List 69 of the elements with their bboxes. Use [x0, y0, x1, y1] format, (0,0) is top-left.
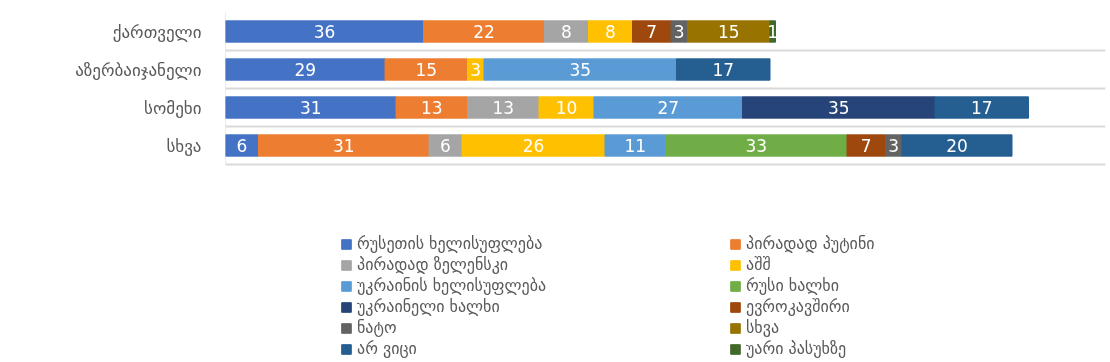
data-label: 29 — [294, 60, 317, 80]
bar — [676, 58, 771, 81]
data-label: 27 — [657, 98, 680, 118]
y-tick-label: სხვა — [166, 135, 202, 156]
bar — [258, 134, 430, 157]
data-label: 36 — [313, 22, 336, 42]
legend-label: უკრაინელი ხალხი — [357, 297, 501, 316]
data-label: 13 — [420, 98, 443, 118]
data-label: 33 — [745, 136, 768, 156]
data-label: 3 — [470, 60, 482, 80]
data-label: 8 — [605, 22, 616, 42]
bar — [901, 134, 1013, 157]
bar — [604, 134, 666, 157]
legend-label: ევროკავშირი — [746, 297, 851, 316]
bar — [742, 96, 936, 119]
legend-label: სხვა — [746, 318, 781, 337]
data-label: 7 — [646, 22, 658, 42]
bar — [423, 20, 545, 43]
data-label: 31 — [332, 136, 355, 156]
data-label: 3 — [673, 22, 685, 42]
data-label: 11 — [624, 136, 647, 156]
bar — [588, 20, 633, 43]
bar — [538, 96, 595, 119]
bar — [225, 58, 386, 81]
data-label: 20 — [946, 136, 968, 156]
bar — [483, 58, 677, 81]
data-label: 6 — [440, 136, 451, 156]
data-label: 10 — [555, 98, 578, 118]
legend-label: უარი პასუხზე — [746, 339, 848, 358]
bar — [225, 96, 397, 119]
bar — [846, 134, 886, 157]
bar — [632, 20, 672, 43]
data-label: 17 — [970, 98, 993, 118]
bar — [665, 134, 848, 157]
y-tick-label: სომეხი — [144, 97, 202, 118]
legend-label: აშშ — [746, 255, 772, 274]
data-label: 35 — [827, 98, 850, 118]
bar — [687, 20, 771, 43]
data-label: 15 — [717, 22, 740, 42]
y-tick-label: ქართველი — [112, 21, 202, 42]
legend-label: პირადად პუტინი — [746, 234, 876, 253]
data-label: 8 — [561, 22, 572, 42]
bar — [467, 96, 540, 119]
y-tick-label: აზერბაიჯანელი — [75, 59, 202, 80]
bar — [544, 20, 589, 43]
data-label: 15 — [415, 60, 438, 80]
legend-label: რუსი ხალხი — [746, 276, 840, 295]
legend-label: რუსეთის ხელისუფლება — [357, 234, 544, 253]
data-label: 7 — [860, 136, 872, 156]
data-label: 13 — [492, 98, 515, 118]
bar — [593, 96, 743, 119]
data-label: 3 — [888, 136, 900, 156]
bar — [428, 134, 463, 157]
legend-label: ნატო — [357, 318, 398, 337]
data-label: 35 — [569, 60, 592, 80]
data-label: 22 — [473, 22, 495, 42]
legend-label: არ ვიცი — [357, 339, 418, 358]
bar — [934, 96, 1029, 119]
data-label: 1 — [767, 22, 779, 42]
bar — [225, 20, 424, 43]
bar — [395, 96, 468, 119]
data-label: 31 — [299, 98, 322, 118]
data-label: 26 — [522, 136, 545, 156]
bar — [384, 58, 468, 81]
data-label: 6 — [236, 136, 248, 156]
data-label: 17 — [712, 60, 735, 80]
bar — [461, 134, 606, 157]
legend-label: უკრაინის ხელისუფლება — [357, 276, 548, 295]
legend-label: პირადად ზელენსკი — [357, 255, 510, 274]
